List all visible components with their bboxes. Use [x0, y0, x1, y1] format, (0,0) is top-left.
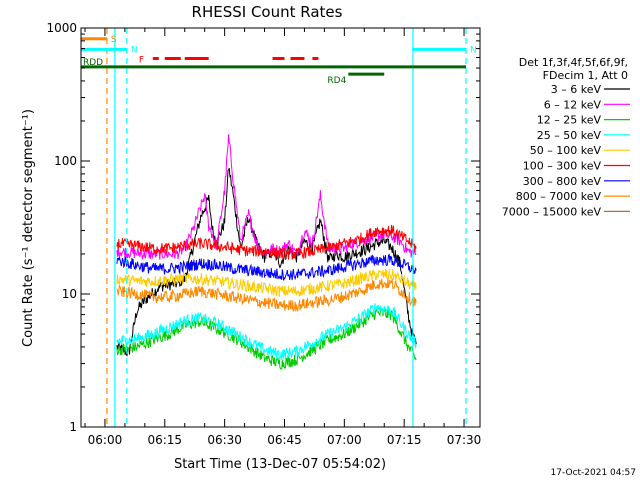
series-line-1: [116, 134, 417, 260]
legend-label-5: 100 – 300 keV: [523, 160, 602, 173]
y-tick-label: 100: [54, 154, 77, 168]
plot-frame: [80, 27, 481, 428]
footer-timestamp: 17-Oct-2021 04:57: [551, 468, 636, 478]
state-label-0: S: [111, 35, 117, 45]
plot-area: [116, 134, 417, 370]
x-tick-label: 06:30: [207, 433, 242, 447]
state-label-3: F: [139, 55, 144, 65]
legend-header-line: FDecim 1, Att 0: [543, 69, 628, 82]
x-tick-label: 06:15: [147, 433, 182, 447]
series-line-4: [116, 268, 417, 297]
x-axis-label: Start Time (13-Dec-07 05:54:02): [174, 457, 386, 472]
legend-label-8: 7000 – 15000 keV: [502, 205, 602, 218]
legend-label-2: 12 – 25 keV: [537, 114, 602, 127]
series-line-6: [116, 253, 417, 281]
legend-header-line: Det 1f,3f,4f,5f,6f,9f,: [519, 56, 628, 69]
series-line-2: [116, 308, 417, 370]
series-line-3: [116, 303, 417, 361]
x-tick-label: 06:00: [88, 433, 123, 447]
state-label-2: N: [470, 45, 477, 55]
x-tick-label: 07:30: [447, 433, 482, 447]
legend-label-3: 25 – 50 keV: [537, 129, 602, 142]
x-axis: 06:00 06:15 06:30 06:45 07:00 07:15 07:30: [84, 28, 482, 447]
x-tick-label: 07:00: [327, 433, 362, 447]
legend-label-1: 6 – 12 keV: [544, 98, 602, 111]
state-label-1: N: [131, 45, 138, 55]
x-tick-label: 06:45: [267, 433, 302, 447]
y-tick-label: 10: [62, 287, 77, 301]
legend: Det 1f,3f,4f,5f,6f,9f,FDecim 1, Att 03 –…: [502, 56, 630, 218]
y-tick-label: 1000: [46, 21, 77, 35]
y-axis-label: Count Rate (s⁻¹ detector segment⁻¹): [21, 109, 36, 347]
series-line-7: [116, 277, 417, 313]
y-tick-label: 1: [69, 420, 77, 434]
legend-label-7: 800 – 7000 keV: [516, 190, 602, 203]
legend-label-0: 3 – 6 keV: [551, 83, 602, 96]
x-tick-label: 07:15: [387, 433, 422, 447]
state-label-5: RD4: [327, 76, 346, 86]
chart-title: RHESSI Count Rates: [192, 3, 343, 21]
series-line-5: [116, 224, 417, 261]
legend-label-4: 50 – 100 keV: [530, 144, 602, 157]
state-label-4: RDD: [83, 58, 103, 68]
y-axis: 1 10 100 1000: [46, 21, 480, 434]
legend-label-6: 300 – 800 keV: [523, 175, 602, 188]
